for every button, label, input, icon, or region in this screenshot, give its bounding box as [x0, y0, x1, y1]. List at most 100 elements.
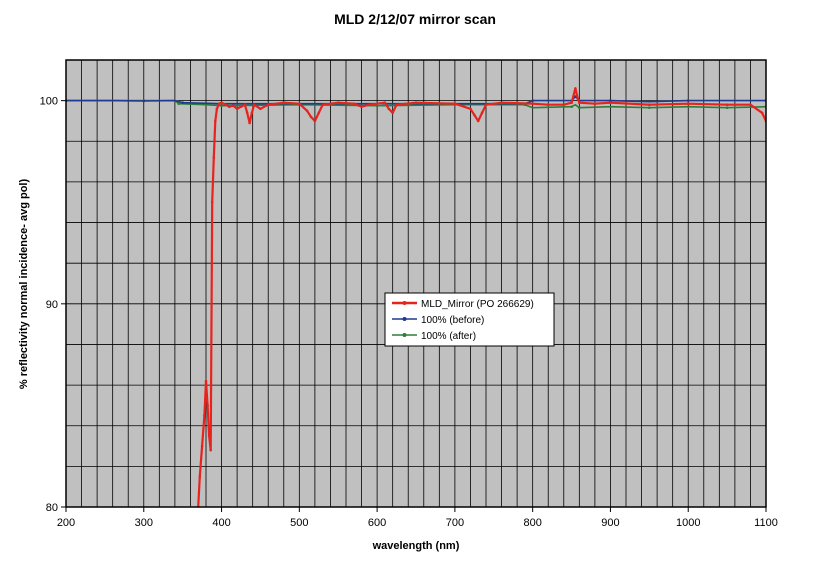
data-point — [282, 101, 286, 104]
data-point — [231, 104, 235, 107]
series-line-1 — [197, 87, 766, 507]
data-point — [360, 105, 363, 108]
data-point — [578, 106, 581, 109]
data-point — [391, 111, 395, 115]
x-tick-label: 1000 — [676, 517, 700, 529]
data-point — [368, 103, 371, 106]
data-point — [574, 87, 577, 90]
legend-swatch-marker — [402, 301, 407, 305]
data-point — [224, 103, 227, 106]
legend-swatch-marker — [402, 333, 407, 337]
data-point — [305, 109, 309, 113]
data-point — [250, 111, 254, 115]
data-point — [210, 200, 214, 204]
data-point — [248, 121, 251, 125]
data-point — [309, 115, 313, 119]
legend-label: 100% (after) — [421, 331, 476, 342]
chart-title: MLD 2/12/07 mirror scan — [334, 11, 496, 27]
data-point — [239, 105, 243, 108]
data-point — [576, 97, 580, 100]
data-point — [725, 103, 729, 106]
series-layer — [66, 87, 766, 507]
x-tick-label: 1100 — [754, 517, 778, 529]
data-point — [266, 103, 270, 106]
data-point — [252, 103, 256, 106]
data-point — [142, 99, 146, 103]
axis-ticks: 200 300 400 500 600 700 800 900 1000 1100 80 90 100 — [40, 96, 778, 529]
data-point — [259, 107, 262, 111]
data-point — [383, 101, 387, 104]
data-point — [686, 99, 690, 102]
data-point — [352, 102, 356, 105]
data-point — [209, 448, 212, 452]
data-point — [215, 107, 219, 111]
legend-label: MLD_Mirror (PO 266629) — [421, 299, 534, 310]
data-point — [473, 113, 476, 117]
x-tick-label: 800 — [523, 517, 541, 529]
data-point — [648, 106, 651, 109]
data-point — [484, 103, 488, 106]
data-point — [686, 102, 690, 105]
data-point — [760, 111, 764, 115]
data-point — [206, 404, 209, 407]
data-point — [546, 103, 550, 106]
x-tick-label: 300 — [135, 517, 153, 529]
data-point — [181, 101, 184, 104]
data-point — [648, 103, 651, 106]
data-point — [245, 111, 249, 115]
x-tick-label: 500 — [290, 517, 308, 529]
plot-area — [66, 60, 766, 507]
data-point — [453, 102, 457, 105]
data-point — [570, 101, 573, 104]
data-point — [570, 105, 573, 108]
data-point — [235, 107, 239, 111]
data-point — [203, 414, 206, 417]
y-axis-title: % reflectivity normal incidence- avg pol… — [18, 179, 30, 390]
x-tick-label: 600 — [368, 517, 386, 529]
data-point — [562, 103, 566, 106]
data-point — [480, 111, 484, 115]
data-point — [395, 103, 398, 106]
x-axis-title: wavelength (nm) — [372, 540, 460, 552]
x-tick-label: 900 — [601, 517, 619, 529]
data-point — [217, 102, 221, 105]
data-point — [313, 119, 317, 123]
data-point — [609, 101, 612, 104]
data-point — [200, 444, 204, 448]
data-point — [476, 119, 480, 123]
data-point — [593, 102, 597, 105]
data-point — [321, 103, 325, 106]
data-point — [204, 379, 208, 383]
data-point — [531, 99, 534, 102]
data-point — [198, 475, 202, 478]
data-point — [609, 99, 612, 102]
data-point — [220, 104, 223, 107]
y-tick-label: 100 — [40, 96, 58, 108]
data-point — [531, 102, 534, 105]
data-point — [317, 111, 321, 115]
data-point — [336, 101, 340, 104]
data-point — [749, 103, 752, 106]
data-point — [387, 107, 391, 111]
legend: MLD_Mirror (PO 266629) 100% (before) 100% … — [384, 292, 555, 347]
data-point — [207, 434, 211, 438]
x-tick-label: 200 — [57, 517, 75, 529]
plot-border — [65, 59, 767, 508]
y-tick-label: 90 — [46, 299, 58, 311]
x-tick-label: 400 — [212, 517, 230, 529]
data-point — [214, 119, 217, 123]
data-point — [298, 102, 301, 105]
y-tick-label: 80 — [46, 502, 58, 514]
data-point — [243, 103, 247, 106]
data-point — [228, 105, 231, 108]
data-point — [578, 101, 581, 104]
data-point — [177, 102, 181, 105]
data-point — [500, 101, 503, 104]
data-point — [220, 101, 223, 104]
legend-label: 100% (before) — [421, 315, 484, 326]
data-point — [212, 156, 216, 159]
data-point — [469, 107, 472, 111]
data-point — [414, 101, 418, 104]
